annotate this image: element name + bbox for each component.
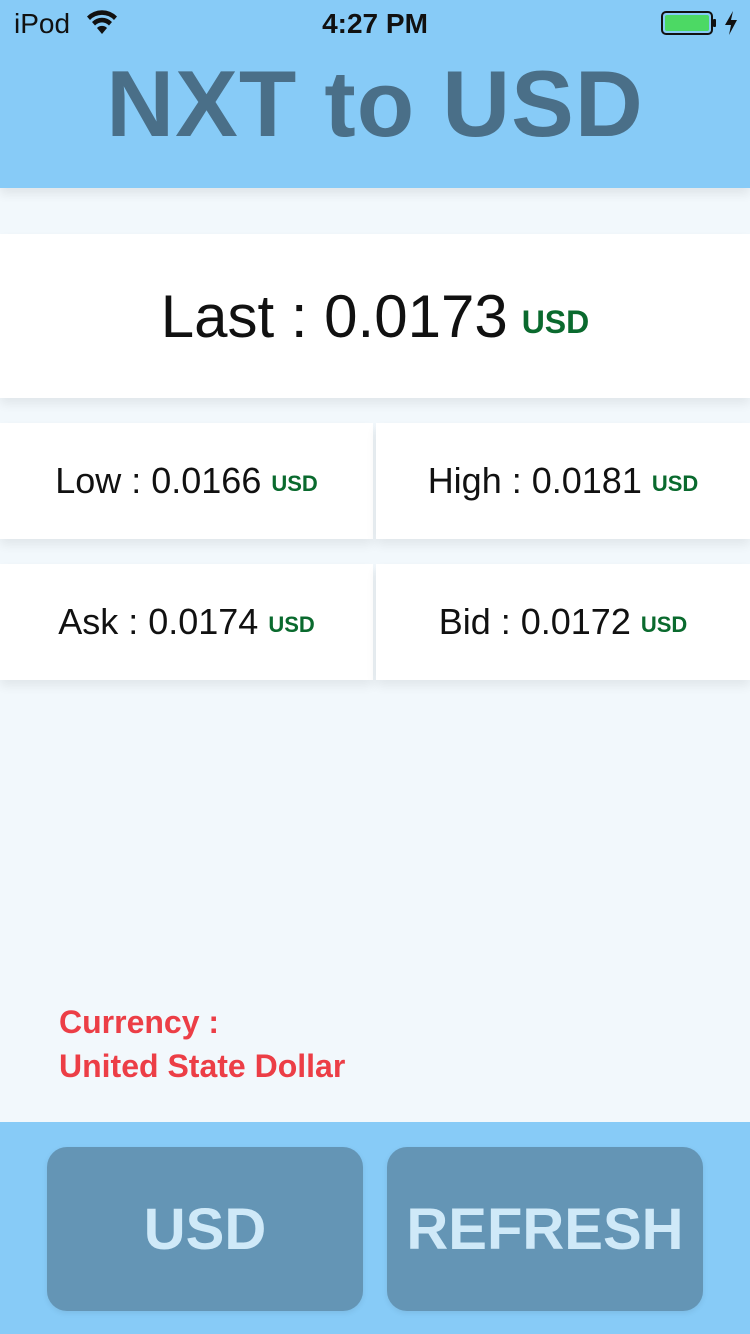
refresh-button[interactable]: REFRESH — [387, 1147, 703, 1311]
high-price-card: High : 0.0181 USD — [376, 423, 750, 539]
bid-price-unit: USD — [640, 612, 688, 637]
status-bar: iPod 4:27 PM — [0, 0, 750, 46]
currency-info: Currency : United State Dollar — [59, 1000, 345, 1088]
low-price-value: Low : 0.0166 — [55, 460, 262, 501]
charging-icon — [725, 11, 737, 35]
bid-price-card: Bid : 0.0172 USD — [376, 564, 750, 680]
ask-price-value: Ask : 0.0174 — [58, 601, 259, 642]
bottom-toolbar: USD REFRESH — [0, 1122, 750, 1334]
low-price-unit: USD — [271, 471, 318, 496]
wifi-icon — [87, 10, 117, 34]
last-price-unit: USD — [521, 303, 590, 340]
ask-price-card: Ask : 0.0174 USD — [0, 564, 373, 680]
app-title: NXT to USD — [106, 51, 644, 156]
high-price-unit: USD — [651, 471, 699, 496]
header: iPod 4:27 PM NXT to USD — [0, 0, 750, 188]
carrier-label: iPod — [14, 8, 71, 39]
status-time: 4:27 PM — [322, 8, 428, 39]
currency-name: United State Dollar — [59, 1048, 346, 1084]
battery-icon — [661, 11, 716, 35]
currency-label: Currency : — [59, 1004, 220, 1040]
currency-select-button[interactable]: USD — [47, 1147, 363, 1311]
low-price-card: Low : 0.0166 USD — [0, 423, 373, 539]
high-price-value: High : 0.0181 — [427, 460, 642, 501]
last-price-value: Last : 0.0173 — [160, 282, 508, 350]
bid-price-value: Bid : 0.0172 — [438, 601, 631, 642]
last-price-card: Last : 0.0173 USD — [0, 234, 750, 398]
ask-price-unit: USD — [268, 612, 315, 637]
